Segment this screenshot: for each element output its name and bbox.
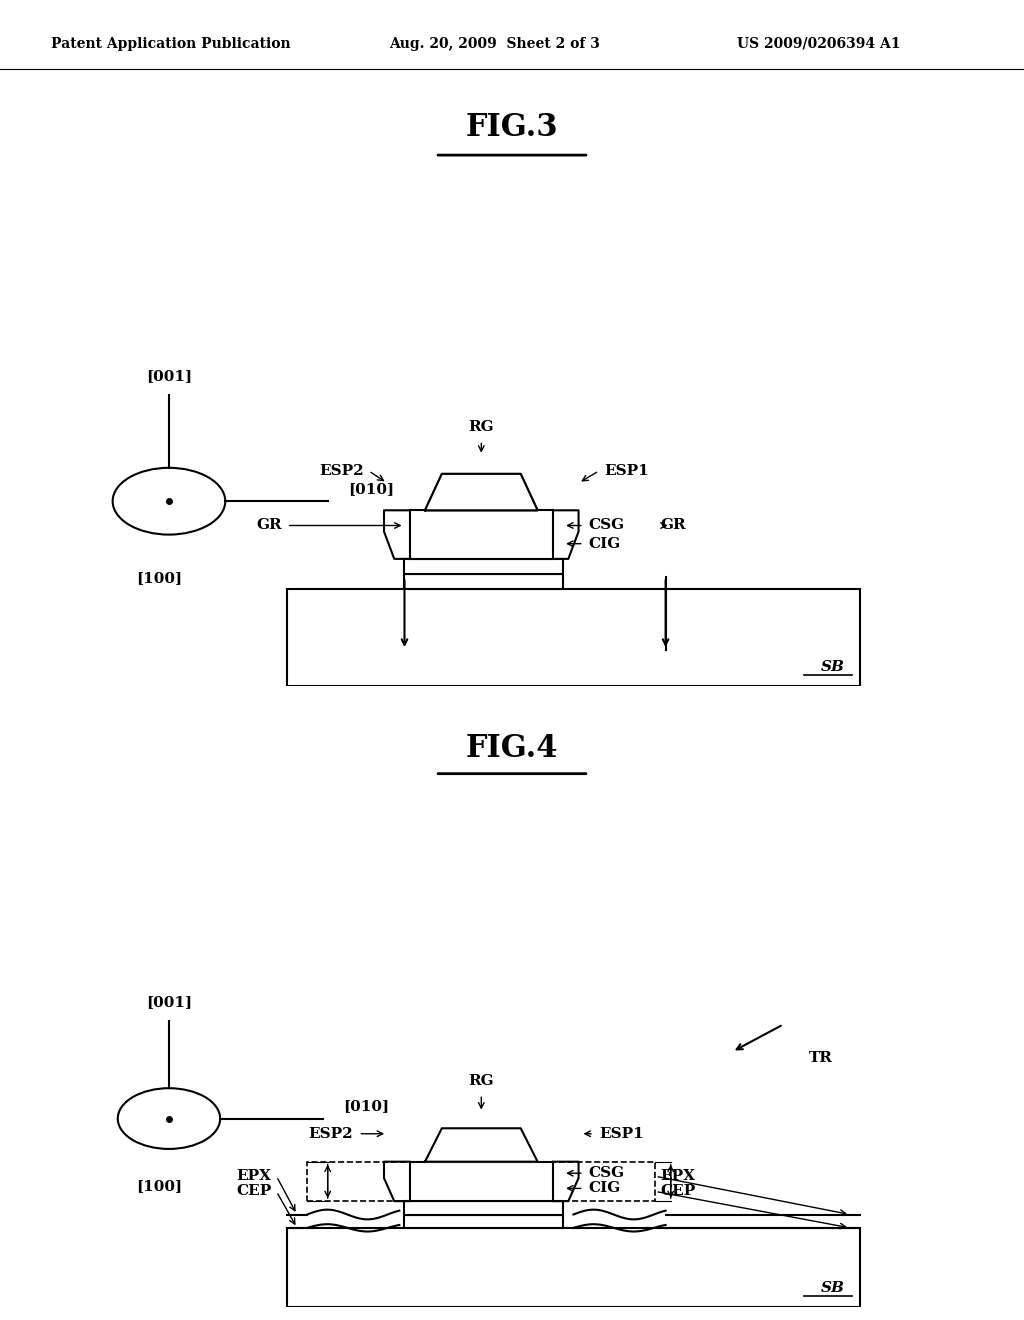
- Text: [100]: [100]: [135, 1179, 182, 1193]
- Text: EPX: EPX: [237, 1170, 271, 1183]
- Text: FIG.4: FIG.4: [466, 733, 558, 764]
- Text: FIG.3: FIG.3: [466, 112, 558, 144]
- Bar: [404, 558, 563, 574]
- Text: [010]: [010]: [343, 1100, 389, 1114]
- Bar: [404, 1214, 563, 1228]
- Text: Aug. 20, 2009  Sheet 2 of 3: Aug. 20, 2009 Sheet 2 of 3: [389, 37, 600, 50]
- Bar: [287, 589, 860, 686]
- Text: GR: GR: [660, 519, 686, 532]
- Text: US 2009/0206394 A1: US 2009/0206394 A1: [737, 37, 901, 50]
- Text: TR: TR: [809, 1051, 833, 1065]
- Text: [001]: [001]: [145, 368, 193, 383]
- Text: ESP2: ESP2: [318, 463, 364, 478]
- Polygon shape: [425, 1129, 538, 1162]
- Text: GR: GR: [256, 519, 282, 532]
- Text: CIG: CIG: [589, 1181, 621, 1196]
- Bar: [287, 1228, 860, 1307]
- Bar: [410, 1162, 553, 1201]
- Text: Patent Application Publication: Patent Application Publication: [51, 37, 291, 50]
- Polygon shape: [425, 474, 538, 511]
- Bar: [404, 1201, 563, 1214]
- Text: ESP1: ESP1: [599, 1127, 644, 1140]
- Bar: [307, 1162, 655, 1201]
- Text: CSG: CSG: [589, 519, 625, 532]
- Text: CEP: CEP: [660, 1184, 695, 1199]
- Text: [100]: [100]: [135, 572, 182, 585]
- Text: ESP1: ESP1: [604, 463, 649, 478]
- Text: CIG: CIG: [589, 537, 621, 550]
- Text: RG: RG: [468, 420, 495, 434]
- Text: [001]: [001]: [145, 995, 193, 1010]
- Text: SB: SB: [821, 660, 845, 675]
- Bar: [404, 574, 563, 589]
- Text: RG: RG: [468, 1074, 495, 1088]
- Text: EPX: EPX: [660, 1170, 695, 1183]
- Bar: [410, 511, 553, 558]
- Text: ESP2: ESP2: [308, 1127, 353, 1140]
- Text: CSG: CSG: [589, 1166, 625, 1180]
- Text: SB: SB: [821, 1280, 845, 1295]
- Text: [010]: [010]: [348, 482, 394, 496]
- Text: CEP: CEP: [237, 1184, 271, 1199]
